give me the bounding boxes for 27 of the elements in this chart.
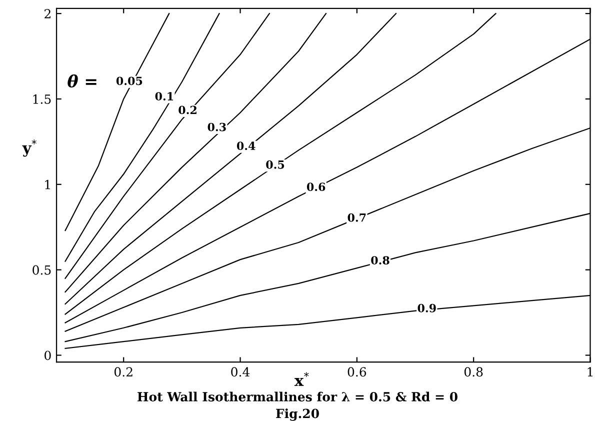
annotation: 0.1	[155, 92, 173, 100]
annotation: θ =	[68, 74, 96, 88]
caption: Fig.20	[276, 408, 319, 421]
x-axis-title: x$^{*}$	[294, 372, 309, 386]
annotation: 0.05	[116, 76, 142, 86]
x-tick-label: 0.2	[114, 367, 132, 377]
annotation: 0.3	[208, 122, 226, 132]
y-tick-label: 1.5	[33, 94, 51, 104]
y-axis-title: y$^{*}$	[22, 140, 36, 157]
annotation: 0.6	[306, 182, 326, 192]
x-tick-label: 1	[588, 367, 592, 376]
y-tick-label: 1	[45, 180, 50, 190]
annotation: 0.2	[178, 106, 196, 114]
x-tick-label: 0.6	[348, 367, 366, 377]
y-tick-label: 0	[44, 350, 51, 360]
annotation: 0.5	[266, 160, 284, 169]
y-tick-label: 2	[44, 9, 50, 18]
line-series	[64, 12, 496, 315]
annotation: 0.4	[236, 142, 256, 150]
text: Hot Wall Isothermallines for λ = 0.5 & Rd = 0	[138, 392, 458, 402]
y-tick-label: 0.5	[32, 265, 51, 275]
line-series	[64, 12, 397, 305]
x-tick-label: 0.8	[464, 367, 483, 377]
x-tick-label: 0.4	[231, 367, 250, 377]
line-series	[64, 12, 327, 293]
annotation: 0.8	[371, 256, 390, 264]
annotation: 0.9	[418, 304, 436, 312]
